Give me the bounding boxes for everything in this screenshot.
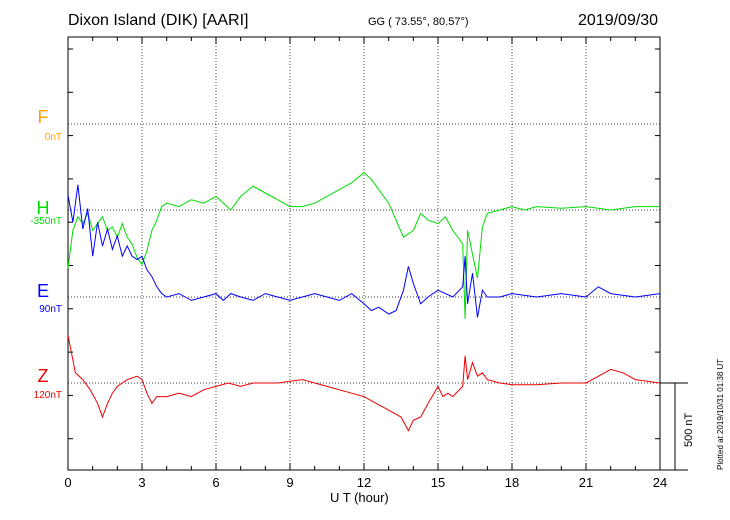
x-tick-label: 9 bbox=[286, 475, 293, 490]
plotted-timestamp: Plotted at 2019/10/31 01:38 UT bbox=[716, 358, 725, 470]
station-title: Dixon Island (DIK) [AARI] bbox=[68, 12, 249, 29]
x-tick-label: 3 bbox=[138, 475, 145, 490]
x-tick-label: 18 bbox=[505, 475, 519, 490]
channel-baseline-h: -350nT bbox=[30, 216, 62, 227]
channel-letter-e: E bbox=[36, 281, 49, 301]
channel-baseline-f: 0nT bbox=[44, 132, 62, 143]
date-label: 2019/09/30 bbox=[578, 12, 659, 29]
x-axis-label: U T (hour) bbox=[330, 490, 389, 505]
x-tick-label: 15 bbox=[431, 475, 445, 490]
series-line-h bbox=[67, 171, 660, 319]
series-line-z bbox=[67, 335, 661, 432]
x-tick-label: 6 bbox=[212, 475, 219, 490]
scale-bar-label: 500 nT bbox=[683, 412, 695, 447]
channel-letter-f: F bbox=[37, 107, 49, 127]
x-tick-label: 0 bbox=[64, 475, 71, 490]
x-tick-label: 12 bbox=[357, 475, 371, 490]
series-line-e bbox=[67, 184, 661, 318]
channel-baseline-e: 90nT bbox=[39, 304, 62, 315]
channel-baseline-z: 120nT bbox=[33, 390, 62, 401]
geographic-coordinates: GG ( 73.55°, 80.57°) bbox=[368, 16, 469, 28]
channel-letter-h: H bbox=[36, 198, 50, 218]
x-tick-label: 24 bbox=[653, 475, 667, 490]
x-tick-label: 21 bbox=[579, 475, 593, 490]
channel-letter-z: Z bbox=[37, 366, 49, 386]
